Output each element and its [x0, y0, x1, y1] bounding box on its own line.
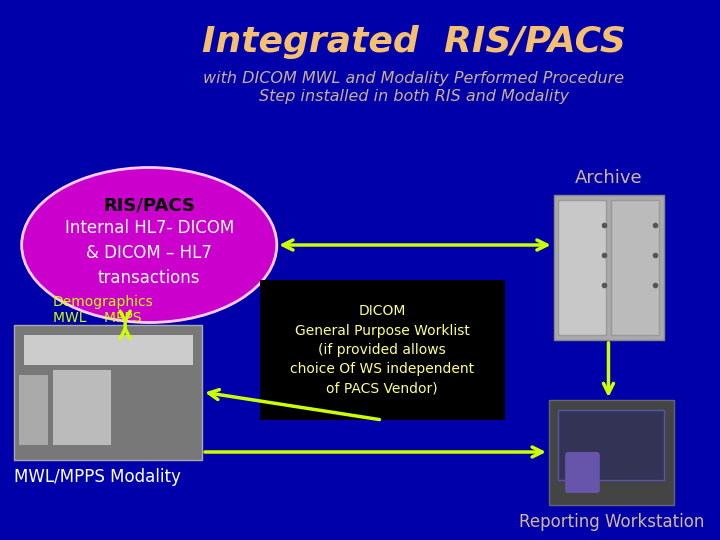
FancyBboxPatch shape — [24, 335, 192, 365]
Text: DICOM
General Purpose Worklist
(if provided allows
choice Of WS independent
of P: DICOM General Purpose Worklist (if provi… — [290, 304, 474, 396]
FancyBboxPatch shape — [549, 400, 674, 505]
Text: Reporting Workstation: Reporting Workstation — [518, 513, 704, 531]
FancyBboxPatch shape — [554, 195, 665, 340]
FancyBboxPatch shape — [260, 280, 505, 420]
FancyBboxPatch shape — [19, 375, 48, 445]
Text: Internal HL7- DICOM
& DICOM – HL7
transactions: Internal HL7- DICOM & DICOM – HL7 transa… — [65, 219, 234, 287]
Text: Archive: Archive — [575, 169, 642, 187]
FancyBboxPatch shape — [611, 200, 659, 335]
FancyBboxPatch shape — [559, 410, 665, 480]
Text: MWL/MPPS Modality: MWL/MPPS Modality — [14, 468, 181, 486]
Text: Demographics
MWL    MPPS: Demographics MWL MPPS — [53, 295, 153, 325]
Text: RIS/PACS: RIS/PACS — [103, 196, 195, 214]
FancyBboxPatch shape — [565, 452, 600, 493]
Text: Step installed in both RIS and Modality: Step installed in both RIS and Modality — [259, 89, 569, 104]
FancyBboxPatch shape — [559, 200, 606, 335]
Text: with DICOM MWL and Modality Performed Procedure: with DICOM MWL and Modality Performed Pr… — [204, 71, 624, 85]
Ellipse shape — [22, 167, 276, 322]
FancyBboxPatch shape — [14, 325, 202, 460]
FancyBboxPatch shape — [53, 370, 111, 445]
Text: Integrated  RIS/PACS: Integrated RIS/PACS — [202, 25, 626, 59]
